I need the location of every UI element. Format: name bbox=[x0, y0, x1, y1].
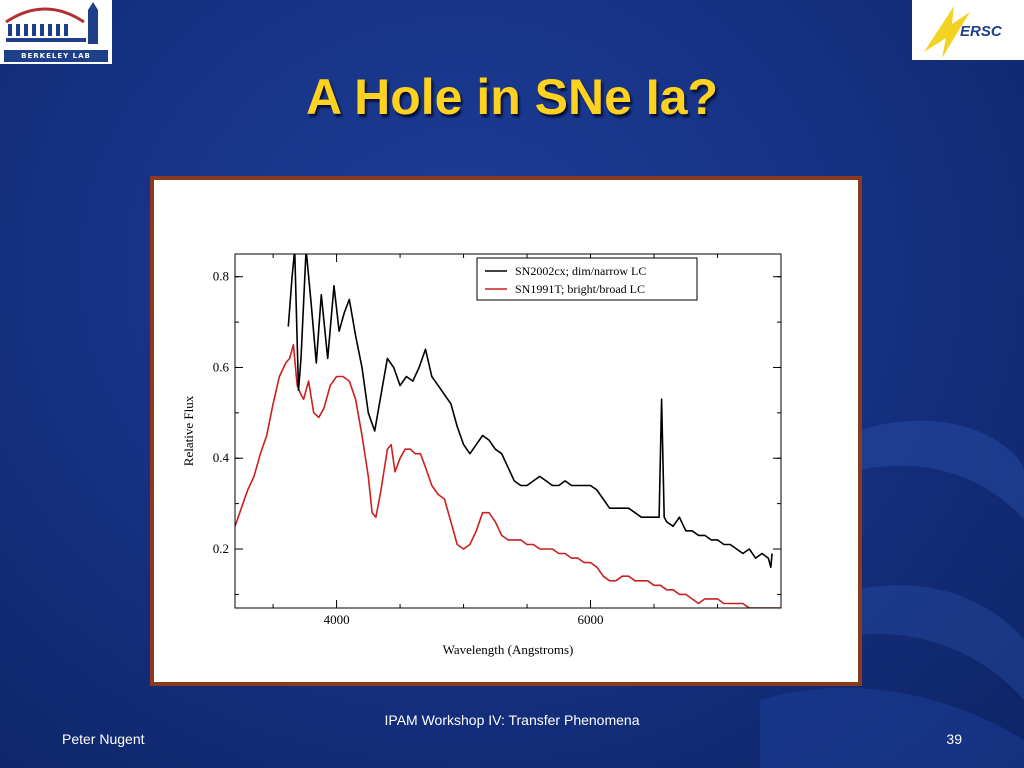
x-axis-label: Wavelength (Angstroms) bbox=[443, 642, 574, 657]
footer-author: Peter Nugent bbox=[62, 731, 145, 747]
nersc-logo: ERSC bbox=[912, 0, 1024, 60]
series-line-1 bbox=[235, 344, 781, 608]
legend-label-0: SN2002cx; dim/narrow LC bbox=[515, 264, 646, 278]
y-tick-label: 0.2 bbox=[213, 541, 229, 556]
page-number: 39 bbox=[946, 731, 962, 747]
legend-box bbox=[476, 257, 698, 301]
nersc-lightning-icon: ERSC bbox=[924, 6, 1003, 58]
berkeley-lab-logo: BERKELEY LAB bbox=[0, 0, 112, 64]
plot-area-border bbox=[234, 253, 782, 609]
chart-frame: 0.2 0.4 0.6 0.8 4000 6000 Wavelength (Angstrom… bbox=[150, 176, 862, 686]
y-tick-label: 0.8 bbox=[213, 269, 229, 284]
berkeley-lab-emblem-icon bbox=[5, 2, 98, 44]
x-tick-label: 4000 bbox=[324, 612, 350, 627]
legend-label-1: SN1991T; bright/broad LC bbox=[515, 282, 645, 296]
x-tick-label: 6000 bbox=[578, 612, 604, 627]
series-line-0 bbox=[287, 254, 773, 568]
y-axis-label: Relative Flux bbox=[181, 395, 196, 466]
y-tick-label: 0.4 bbox=[213, 450, 230, 465]
y-tick-label: 0.6 bbox=[213, 359, 230, 374]
berkeley-lab-logo-text: BERKELEY LAB bbox=[4, 50, 108, 62]
slide-title: A Hole in SNe Ia? bbox=[305, 69, 719, 125]
spectrum-chart: 0.2 0.4 0.6 0.8 4000 6000 Wavelength (Angstrom… bbox=[181, 253, 782, 657]
footer-event: IPAM Workshop IV: Transfer Phenomena bbox=[384, 712, 640, 728]
nersc-logo-text: ERSC bbox=[960, 23, 1003, 40]
